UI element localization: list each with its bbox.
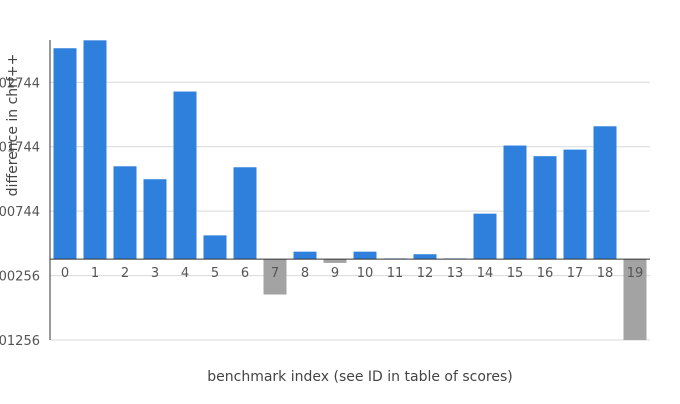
bar-1 xyxy=(83,40,107,260)
bar-15 xyxy=(503,145,527,260)
x-tick-label: 15 xyxy=(507,266,524,281)
x-tick-label: 11 xyxy=(387,266,404,281)
bar-4 xyxy=(173,91,197,260)
bar-2 xyxy=(113,166,137,260)
y-axis-title: difference in chrf++ xyxy=(5,54,21,197)
x-tick-label: 17 xyxy=(567,266,584,281)
x-tick-label: 4 xyxy=(181,266,189,281)
x-tick-label: 8 xyxy=(301,266,309,281)
x-tick-label: 2 xyxy=(121,266,129,281)
x-tick-label: 19 xyxy=(627,266,644,281)
x-tick-label: 6 xyxy=(241,266,249,281)
bar-8 xyxy=(293,251,317,260)
x-tick-label: 10 xyxy=(357,266,374,281)
gridlines xyxy=(50,81,650,341)
bar-19 xyxy=(623,259,647,340)
bar-10 xyxy=(353,251,377,260)
x-tick-label: 12 xyxy=(417,266,434,281)
y-tick-label: .00744 xyxy=(0,205,40,220)
bar-16 xyxy=(533,156,557,260)
bars xyxy=(53,40,647,340)
x-tick-label: 5 xyxy=(211,266,219,281)
bar-3 xyxy=(143,179,167,260)
bar-17 xyxy=(563,149,587,260)
x-tick-label: 13 xyxy=(447,266,464,281)
x-tick-label: 16 xyxy=(537,266,554,281)
x-tick-label: 18 xyxy=(597,266,614,281)
x-tick-label: 0 xyxy=(61,266,69,281)
y-tick-label: -.00256 xyxy=(0,270,40,285)
x-tick-label: 9 xyxy=(331,266,339,281)
bar-0 xyxy=(53,48,77,260)
bar-12 xyxy=(413,254,437,260)
x-tick-label: 1 xyxy=(91,266,99,281)
bar-18 xyxy=(593,126,617,260)
y-tick-labels: .02744 .01744 .00744 -.00256 -.01256 xyxy=(0,76,40,349)
x-tick-label: 14 xyxy=(477,266,494,281)
y-tick-label: .02744 xyxy=(0,76,40,91)
y-tick-label: -.01256 xyxy=(0,334,40,349)
y-tick-label: .01744 xyxy=(0,141,40,156)
bar-6 xyxy=(233,167,257,260)
bar-14 xyxy=(473,213,497,260)
bar-7 xyxy=(263,259,287,295)
x-tick-label: 7 xyxy=(271,266,279,281)
x-tick-labels: 0 1 2 3 4 5 6 7 8 9 10 11 12 13 14 15 16 17 18 19 xyxy=(61,266,643,281)
x-tick-label: 3 xyxy=(151,266,159,281)
bar-5 xyxy=(203,235,227,260)
bar-9 xyxy=(323,259,347,263)
x-axis-title: benchmark index (see ID in table of scor… xyxy=(207,369,512,385)
